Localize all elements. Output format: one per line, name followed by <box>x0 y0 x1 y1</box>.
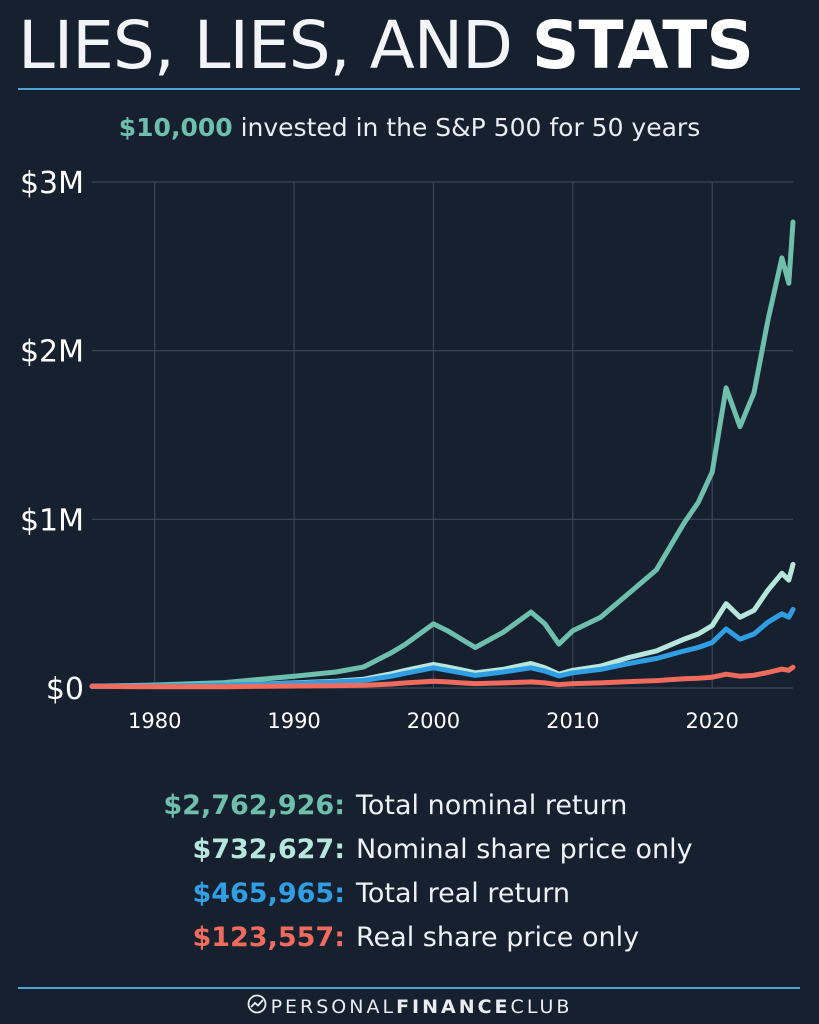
line-chart: $0 $1M $2M $3M 1980 1990 2000 2010 2020 <box>20 166 796 733</box>
y-tick-label: $0 <box>46 672 84 707</box>
chart-subtitle: $10,000 invested in the S&P 500 for 50 y… <box>0 108 819 148</box>
legend-label: Total real return <box>356 878 570 909</box>
title-bold: STATS <box>531 7 754 84</box>
series-line-total-real <box>89 606 796 689</box>
x-tick-label: 2010 <box>546 709 599 733</box>
brand-footer: PERSONALFINANCECLUB <box>0 992 819 1022</box>
legend-value: $465,965: <box>192 878 345 909</box>
subtitle-amount: $10,000 <box>118 113 233 142</box>
title-light: LIES, LIES, AND <box>18 7 513 84</box>
legend-item-nominal-price: $732,627: Nominal share price only <box>0 830 819 870</box>
series-line-real-price <box>89 664 796 690</box>
x-tick-label: 1990 <box>267 709 320 733</box>
page-title: LIES, LIES, AND STATS <box>18 6 754 86</box>
legend-label: Real share price only <box>356 922 640 953</box>
y-axis-labels: $0 $1M $2M $3M <box>20 166 84 707</box>
brand-name-end: CLUB <box>510 996 573 1018</box>
x-tick-label: 1980 <box>128 709 181 733</box>
y-tick-label: $3M <box>20 166 84 201</box>
subtitle-text: invested in the S&P 500 for 50 years <box>240 113 701 142</box>
series-line-total-nominal <box>89 219 796 689</box>
legend-value: $123,557: <box>192 922 345 953</box>
chart-grid <box>92 181 793 689</box>
top-divider <box>18 88 800 90</box>
personal-finance-club-logo-icon <box>247 993 267 1023</box>
legend-value: $732,627: <box>192 834 345 865</box>
legend-item-total-real: $465,965: Total real return <box>0 874 819 914</box>
series-lines <box>89 219 796 690</box>
legend-label: Total nominal return <box>356 790 628 821</box>
legend-item-total-nominal: $2,762,926: Total nominal return <box>0 786 819 826</box>
legend-item-real-price: $123,557: Real share price only <box>0 918 819 958</box>
brand-name-regular: PERSONAL <box>270 996 397 1018</box>
y-tick-label: $2M <box>20 335 84 370</box>
brand-name-bold: FINANCE <box>396 996 511 1018</box>
y-tick-label: $1M <box>20 503 84 538</box>
x-axis-labels: 1980 1990 2000 2010 2020 <box>128 709 739 733</box>
legend-label: Nominal share price only <box>356 834 693 865</box>
bottom-divider <box>18 987 800 989</box>
x-tick-label: 2000 <box>407 709 460 733</box>
legend-value: $2,762,926: <box>163 790 345 821</box>
x-tick-label: 2020 <box>685 709 738 733</box>
